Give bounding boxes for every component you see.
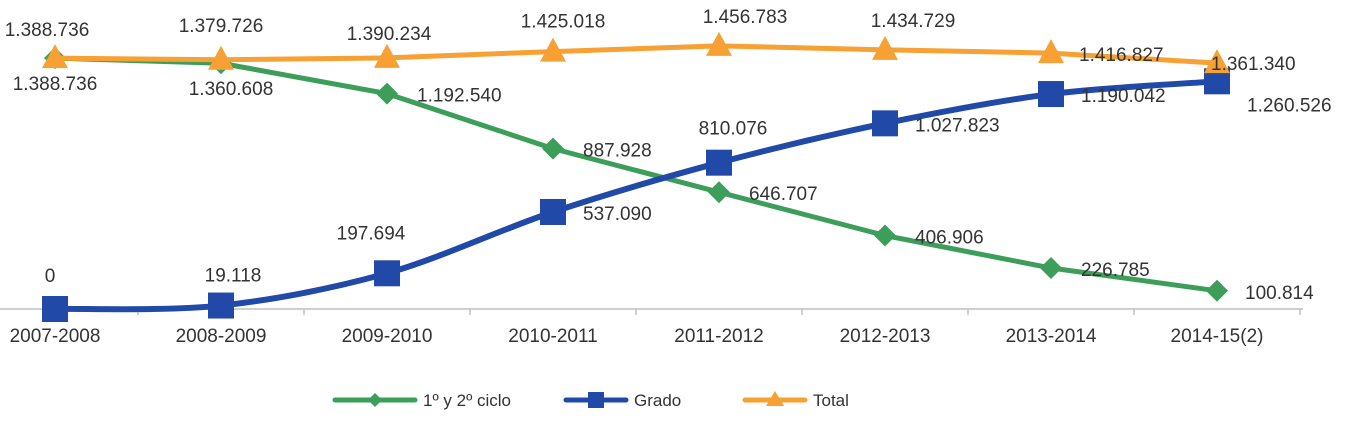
data-label-1-7: 1.260.526 (1247, 95, 1332, 116)
data-label-2-1: 1.379.726 (179, 16, 264, 37)
x-tick-label-2011-2012: 2011-2012 (674, 326, 763, 347)
data-point-2-6 (1038, 39, 1064, 64)
data-label-2-4: 1.456.783 (703, 7, 788, 28)
data-point-1-1 (208, 292, 234, 319)
legend-marker-1 (588, 392, 604, 408)
data-label-0-1: 1.360.608 (189, 79, 274, 100)
data-point-1-3 (540, 198, 566, 225)
data-label-0-7: 100.814 (1245, 283, 1314, 304)
x-tick-label-2008-2009: 2008-2009 (176, 326, 267, 347)
data-point-2-0 (42, 44, 68, 69)
data-point-0-4 (708, 181, 730, 204)
series-line-0 (52, 55, 1220, 294)
data-label-2-7: 1.361.340 (1211, 54, 1296, 75)
data-point-2-7 (1204, 49, 1230, 74)
data-point-1-0 (42, 296, 68, 322)
data-point-2-2 (374, 43, 400, 68)
series-line-1 (52, 78, 1220, 313)
data-label-2-6: 1.416.827 (1079, 45, 1164, 66)
legend-item-2: Total (742, 391, 849, 410)
data-label-1-1: 19.118 (205, 266, 262, 287)
data-point-1-4 (706, 149, 732, 176)
data-point-0-5 (874, 224, 896, 247)
data-label-2-2: 1.390.234 (347, 24, 432, 45)
series-2 (42, 31, 1230, 74)
legend-label-0: 1º y 2º ciclo (423, 391, 511, 410)
x-tick-label-2012-2013: 2012-2013 (840, 326, 931, 347)
data-label-1-0: 0 (45, 266, 56, 287)
x-tick-label-2010-2011: 2010-2011 (508, 326, 597, 347)
x-tick-label-2007-2008: 2007-2008 (10, 326, 101, 347)
data-point-2-1 (208, 45, 234, 70)
data-label-1-4: 810.076 (699, 119, 768, 140)
data-label-0-3: 887.928 (583, 141, 652, 162)
data-label-1-3: 537.090 (583, 204, 652, 225)
x-tick-label-2014-15(2): 2014-15(2) (1171, 326, 1264, 347)
legend-label-2: Total (813, 391, 849, 410)
legend-item-1: Grado (563, 391, 681, 410)
legend-marker-0 (368, 393, 382, 407)
data-point-2-5 (872, 35, 898, 60)
data-label-0-0: 1.388.736 (13, 74, 98, 95)
data-point-0-3 (542, 137, 564, 160)
data-label-1-2: 197.694 (337, 223, 406, 244)
data-point-2-4 (706, 31, 732, 56)
data-point-0-7 (1206, 279, 1228, 302)
legend-label-1: Grado (634, 391, 681, 410)
data-label-0-4: 646.707 (749, 184, 818, 205)
data-label-2-5: 1.434.729 (871, 11, 956, 32)
series-line-2 (52, 43, 1220, 66)
legend-item-0: 1º y 2º ciclo (332, 391, 511, 410)
data-point-2-3 (540, 37, 566, 62)
data-point-1-5 (872, 110, 898, 137)
data-label-0-6: 226.785 (1081, 260, 1150, 281)
data-point-1-6 (1038, 81, 1064, 108)
data-label-0-5: 406.906 (915, 228, 984, 249)
data-label-1-5: 1.027.823 (915, 115, 1000, 136)
legend-marker-2 (766, 391, 784, 406)
data-point-0-2 (376, 82, 398, 105)
data-point-1-2 (374, 260, 400, 287)
data-label-0-2: 1.192.540 (417, 86, 502, 107)
x-tick-label-2009-2010: 2009-2010 (342, 326, 433, 347)
x-tick-label-2013-2014: 2013-2014 (1006, 326, 1097, 347)
data-point-0-6 (1040, 257, 1062, 280)
data-label-2-3: 1.425.018 (521, 12, 606, 33)
series-1 (42, 68, 1230, 322)
data-label-2-0: 1.388.736 (5, 20, 90, 41)
data-label-1-6: 1.190.042 (1081, 86, 1166, 107)
